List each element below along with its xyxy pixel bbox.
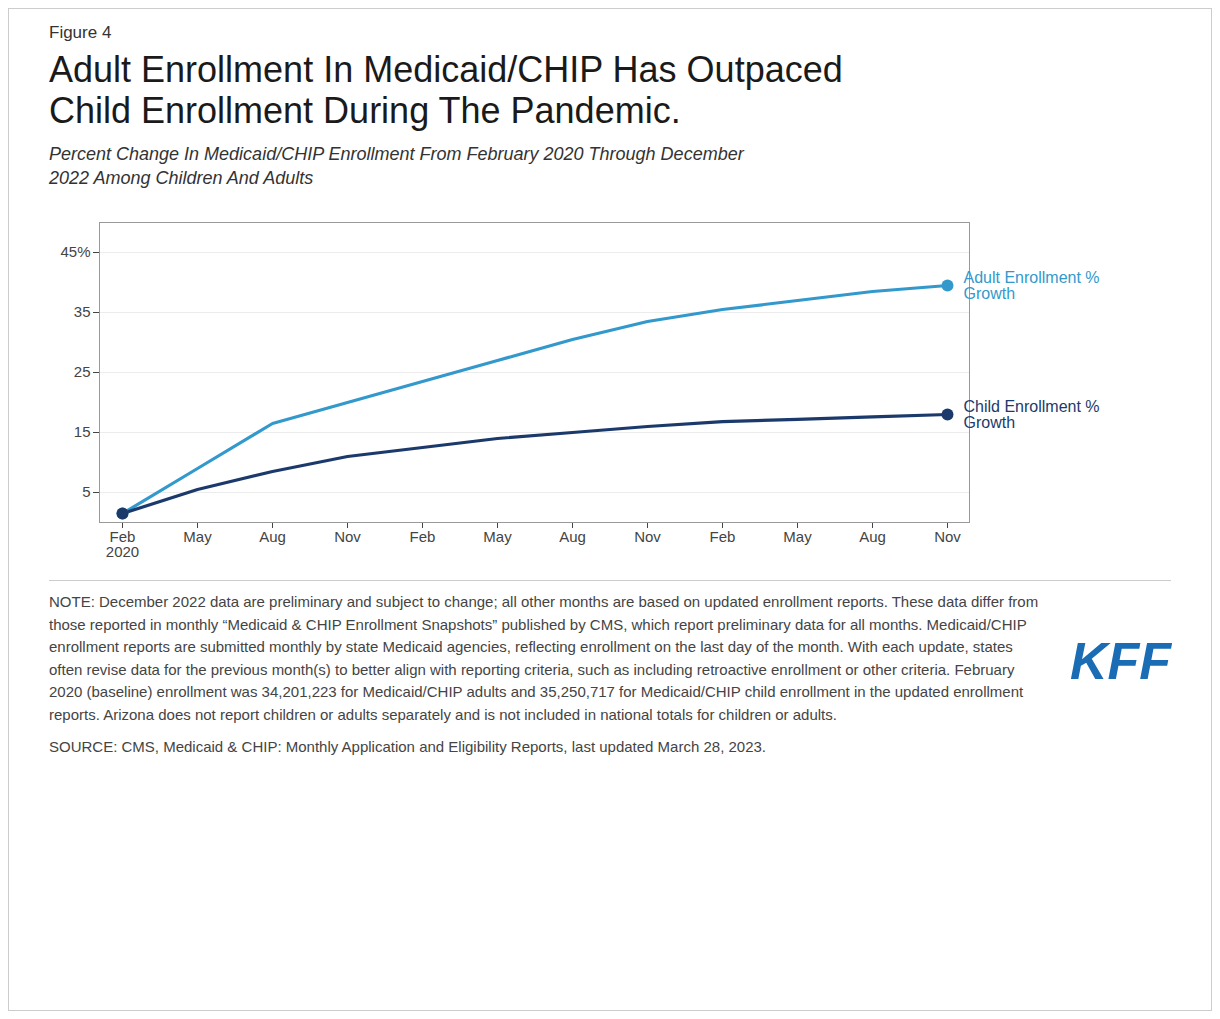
html-text:KFF: KFF [1069, 632, 1171, 691]
svg-text:Feb: Feb [710, 529, 736, 546]
svg-text:15: 15 [74, 424, 91, 441]
svg-text:35: 35 [74, 304, 91, 321]
html-text:SOURCE: CMS, Medicaid & CHIP:: SOURCE: CMS, Medicaid & CHIP: Monthly Ap… [49, 738, 766, 756]
svg-text:May: May [783, 529, 812, 546]
svg-text:5: 5 [82, 484, 90, 501]
svg-text:May: May [483, 529, 512, 546]
svg-text:Aug: Aug [859, 529, 886, 546]
svg-text:Feb2020: Feb2020 [106, 529, 139, 561]
svg-text:Nov: Nov [634, 529, 661, 546]
svg-text:May: May [183, 529, 212, 546]
svg-text:Child Enrollment %Growth: Child Enrollment %Growth [964, 398, 1100, 431]
html-text:Percent Change In Medicaid/CHI: Percent Change In Medicaid/CHIP Enrollme… [49, 143, 744, 189]
svg-text:Aug: Aug [259, 529, 286, 546]
svg-text:Adult Enrollment %Growth: Adult Enrollment %Growth [964, 269, 1100, 302]
svg-text:45%: 45% [60, 244, 90, 261]
svg-text:Nov: Nov [934, 529, 961, 546]
html-text:NOTE: December 2022 data are p: NOTE: December 2022 data are preliminary… [49, 593, 1039, 723]
html-text:Adult Enrollment In Medicaid/C: Adult Enrollment In Medicaid/CHIP Has Ou… [49, 49, 843, 132]
svg-text:Nov: Nov [334, 529, 361, 546]
svg-text:Aug: Aug [559, 529, 586, 546]
svg-text:Feb: Feb [410, 529, 436, 546]
html-text:Figure 4: Figure 4 [49, 23, 112, 42]
svg-text:25: 25 [74, 364, 91, 381]
